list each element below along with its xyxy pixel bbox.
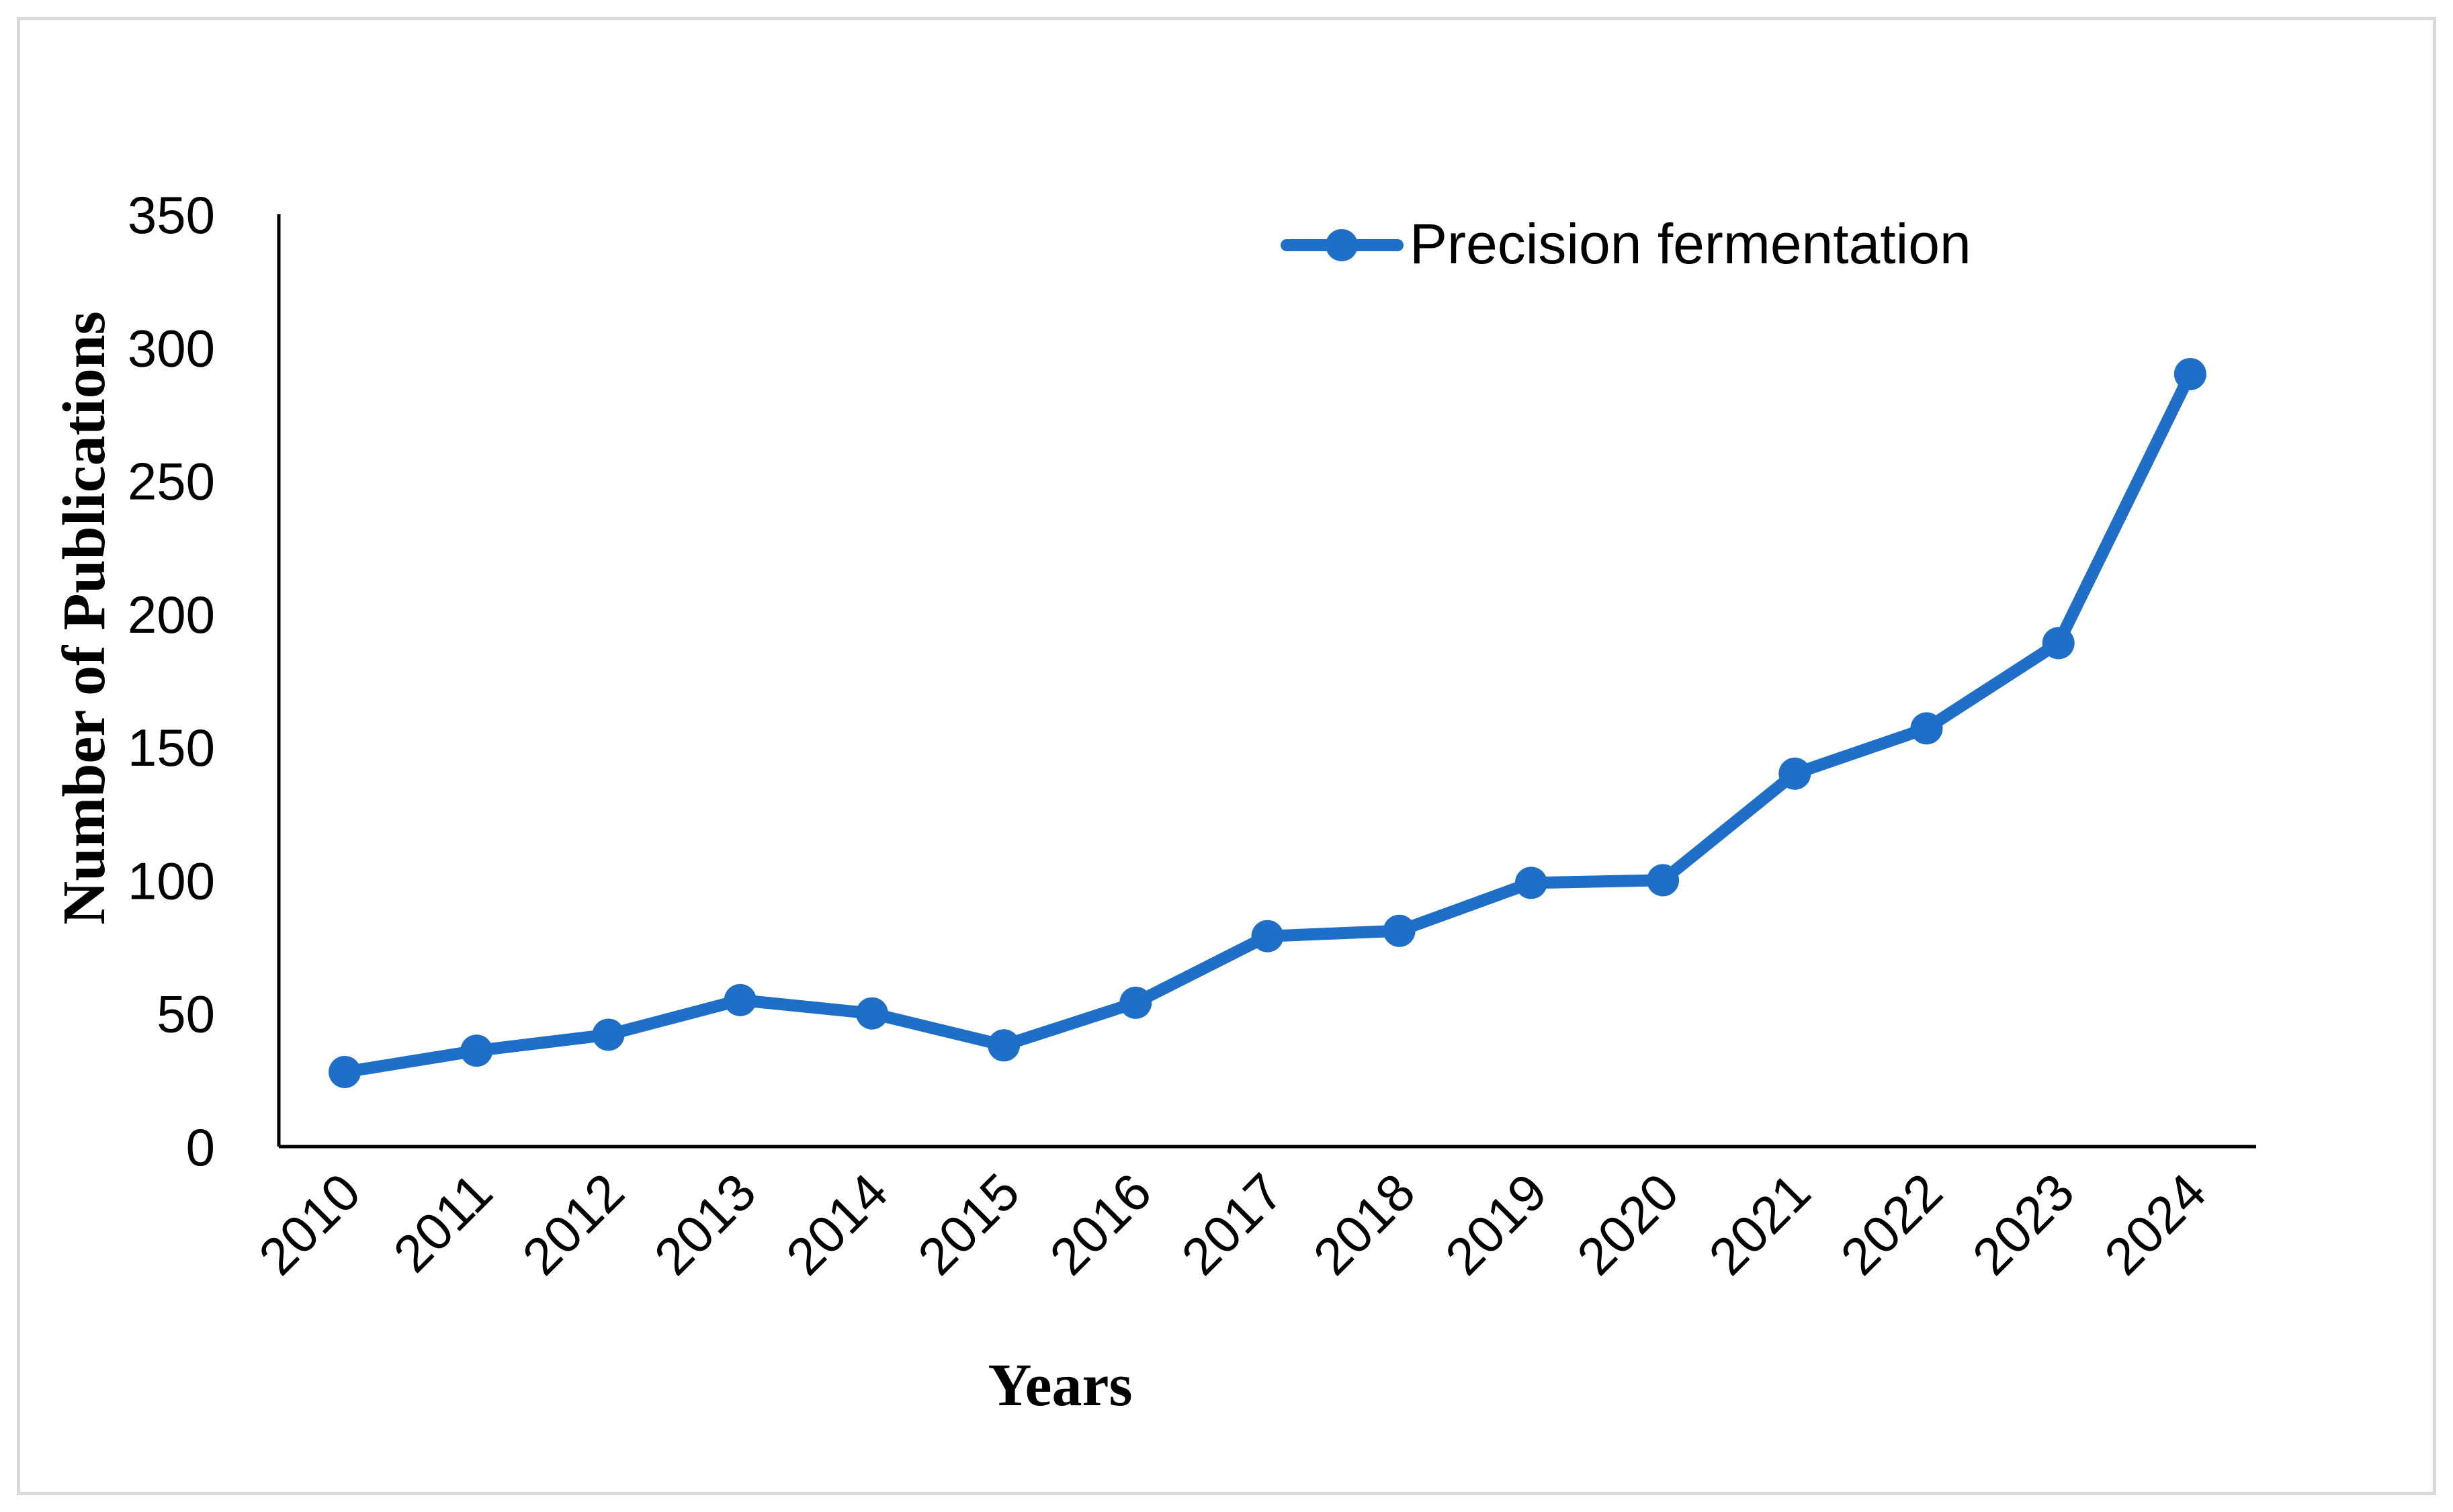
x-axis-title: Years (988, 1352, 1133, 1419)
data-point (2042, 627, 2075, 660)
x-tick-label: 2020 (1565, 1162, 1690, 1286)
y-tick-label: 300 (128, 318, 215, 377)
y-tick-label: 50 (157, 985, 215, 1044)
x-tick-label: 2011 (382, 1162, 503, 1284)
y-tick-label: 150 (128, 718, 215, 777)
data-point (329, 1055, 361, 1088)
data-point (988, 1029, 1021, 1062)
legend-marker-swatch (1326, 229, 1358, 261)
x-axis-ticks: 2010 2011 2012 2013 2014 2015 2016 2017 2018 2019… (247, 1162, 2217, 1286)
x-tick-label: 2019 (1434, 1162, 1558, 1286)
y-axis-title: Number of Publications (51, 311, 118, 924)
legend: Precision fermentation (1281, 212, 1971, 275)
x-tick-label: 2018 (1302, 1162, 1426, 1286)
series-layer (329, 357, 2206, 1088)
figure-frame (17, 17, 2436, 1495)
data-point (1910, 712, 1943, 745)
x-tick-label: 2012 (511, 1162, 636, 1286)
data-point (1251, 920, 1284, 952)
data-point (460, 1034, 493, 1067)
legend-label: Precision fermentation (1410, 212, 1971, 275)
x-tick-label: 2015 (906, 1162, 1031, 1286)
data-point (1119, 986, 1152, 1019)
data-point (1778, 757, 1811, 790)
x-tick-label: 2021 (1697, 1162, 1821, 1286)
y-tick-label: 100 (128, 851, 215, 910)
y-tick-label: 350 (128, 185, 215, 244)
x-tick-label: 2023 (1961, 1162, 2085, 1286)
x-tick-label: 2016 (1038, 1162, 1162, 1286)
y-tick-label: 200 (128, 585, 215, 644)
data-point (1647, 864, 1680, 897)
data-point (724, 983, 757, 1016)
y-axis-ticks: 0 50 100 150 200 250 300 350 (128, 185, 215, 1177)
data-point (592, 1018, 625, 1051)
y-tick-label: 250 (128, 452, 215, 511)
x-tick-label: 2014 (775, 1162, 899, 1286)
x-tick-label: 2010 (247, 1162, 372, 1286)
x-tick-label: 2022 (1830, 1162, 1954, 1286)
data-point (1383, 914, 1416, 947)
x-tick-label: 2017 (1170, 1162, 1295, 1286)
x-tick-label: 2013 (643, 1162, 767, 1286)
data-point (855, 997, 888, 1030)
data-point (2174, 357, 2206, 390)
x-tick-label: 2024 (2093, 1162, 2217, 1286)
data-point (1514, 866, 1547, 899)
y-tick-label: 0 (186, 1118, 215, 1177)
